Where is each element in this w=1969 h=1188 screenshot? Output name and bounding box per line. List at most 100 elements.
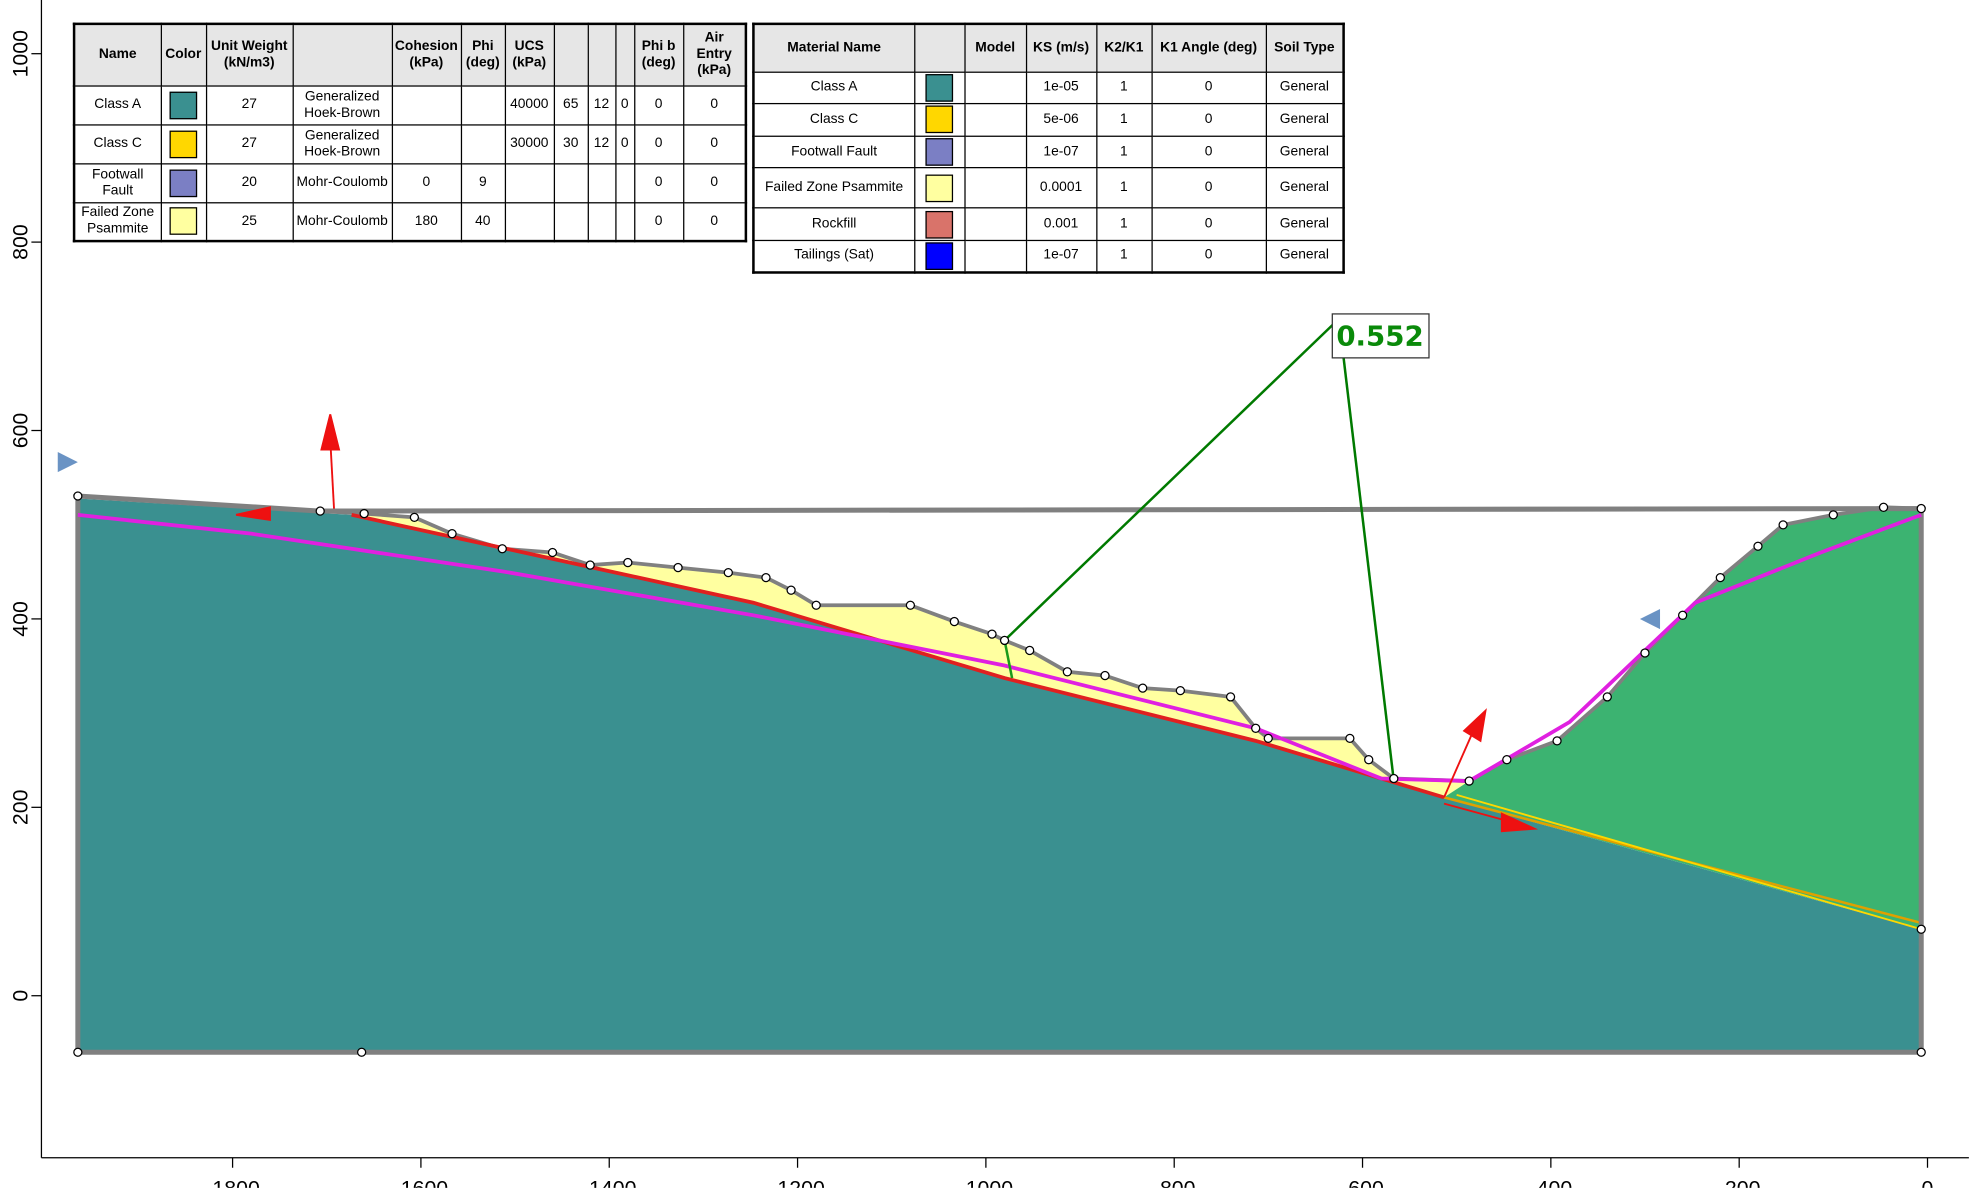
cell: 0 — [1150, 70, 1267, 105]
cell: 0 — [614, 123, 635, 164]
vertex — [786, 585, 796, 595]
vertex — [1753, 541, 1763, 551]
slip-surface-base — [351, 512, 1445, 800]
cell — [963, 70, 1027, 105]
class-c-layer — [1456, 793, 1922, 931]
cell: General — [1265, 239, 1345, 274]
cell — [553, 201, 589, 242]
boundary-marker — [1639, 609, 1661, 630]
cell — [614, 201, 635, 242]
header-cell: K2/K1 — [1095, 23, 1153, 73]
cell — [913, 167, 966, 209]
color-swatch — [169, 129, 198, 158]
header-cell — [913, 23, 966, 73]
cell: Mohr-Coulomb — [291, 201, 393, 242]
color-swatch — [925, 174, 954, 202]
cell — [963, 167, 1027, 209]
row: Footwall Fault 20 Mohr-Coulomb 0 9 0 0 — [73, 162, 747, 203]
fos-leader — [1342, 357, 1396, 782]
cell — [160, 201, 207, 242]
vertex — [1828, 510, 1838, 520]
cell: 5e-06 — [1025, 103, 1097, 137]
cell: 65 — [553, 84, 589, 125]
y-tick-label: 400 — [9, 601, 33, 637]
vertex — [1100, 670, 1110, 681]
cell: 0 — [1150, 167, 1267, 209]
header: Name Color Unit Weight (kN/m3) Cohesion (kP… — [73, 23, 747, 87]
cell: Class A — [752, 70, 915, 105]
material-table: Name Color Unit Weight (kN/m3) Cohesion (kP… — [72, 22, 748, 243]
y-tick-label: 200 — [9, 789, 33, 825]
cell: 27 — [205, 123, 294, 164]
vertex — [1062, 667, 1072, 677]
cell — [963, 103, 1027, 137]
body: Class A 27 Generalized Hoek-Brown 40000 65 12… — [73, 84, 747, 242]
header-cell — [291, 23, 393, 87]
cell — [614, 162, 635, 203]
cell — [963, 135, 1027, 169]
cell: 1 — [1095, 70, 1153, 105]
color-swatch — [925, 73, 954, 102]
vertex — [1138, 683, 1148, 693]
vertex — [1640, 648, 1650, 658]
cell — [963, 207, 1027, 241]
color-swatch — [925, 242, 954, 270]
vertex — [1251, 723, 1261, 733]
cell: 1e-07 — [1025, 239, 1097, 274]
cell: Class C — [73, 123, 162, 164]
vertex — [547, 547, 558, 558]
y-tick-label: 800 — [9, 224, 33, 260]
header-cell: Model — [963, 23, 1027, 73]
color-swatch — [925, 106, 954, 134]
cell — [913, 207, 966, 241]
x-tick-label: 0 — [1922, 1176, 1934, 1187]
cell: 0 — [391, 162, 462, 203]
vertex — [1464, 776, 1474, 786]
color-swatch — [925, 210, 954, 238]
row: Failed Zone Psammite 0.0001 1 0 General — [752, 167, 1345, 209]
cell — [587, 162, 616, 203]
cell: 0 — [682, 201, 747, 242]
header-row: Material Name Model KS (m/s) K2/K1 K1 Angle … — [752, 23, 1345, 73]
cell: Rockfill — [752, 207, 915, 241]
cell: 30 — [553, 123, 589, 164]
header-cell: Color — [160, 23, 207, 87]
fos-box — [1331, 313, 1430, 359]
row: Tailings (Sat) 1e-07 1 0 General — [752, 239, 1345, 274]
cell: 0.001 — [1025, 207, 1097, 241]
vertex — [673, 562, 683, 573]
vertex — [1552, 736, 1562, 746]
boundary-marker — [57, 452, 78, 473]
row: Class C 5e-06 1 0 General — [752, 103, 1345, 137]
cell — [963, 239, 1027, 274]
vertex — [1175, 685, 1186, 696]
cell: 1 — [1095, 239, 1153, 274]
vertex — [623, 557, 633, 568]
header-row: Name Color Unit Weight (kN/m3) Cohesion (kP… — [73, 23, 747, 87]
cell — [160, 162, 207, 203]
vertex — [447, 529, 457, 539]
cell: 180 — [391, 201, 462, 242]
header-cell — [614, 23, 635, 87]
vertex — [1916, 503, 1926, 514]
x-tick-label: -1000 — [959, 1176, 1014, 1187]
x-tick-label: -1600 — [394, 1176, 449, 1187]
cell: 0 — [1150, 207, 1267, 241]
cell — [460, 84, 506, 125]
cell: General — [1265, 70, 1345, 105]
cell: 0.0001 — [1025, 167, 1097, 209]
vertex — [1345, 733, 1355, 743]
cell: Generalized Hoek-Brown — [291, 84, 393, 125]
fos-label: 0.552 — [1336, 319, 1423, 352]
vertices — [73, 491, 1926, 1057]
cell — [391, 84, 462, 125]
header-cell: Material Name — [752, 23, 915, 73]
cell — [913, 135, 966, 169]
cell — [160, 123, 207, 164]
vertex — [1778, 520, 1788, 530]
cell: General — [1265, 103, 1345, 137]
row: Rockfill 0.001 1 0 General — [752, 207, 1345, 241]
cell: Failed Zone Psammite — [752, 167, 915, 209]
